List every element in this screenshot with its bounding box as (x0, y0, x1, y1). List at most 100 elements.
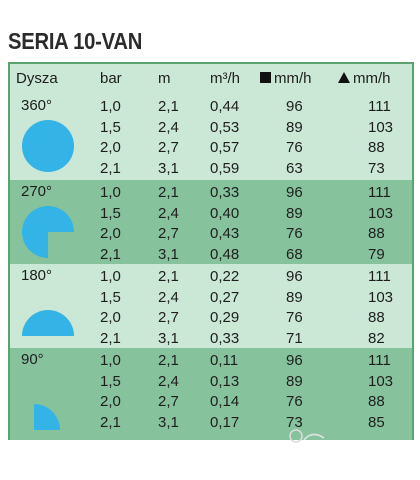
table-row: 2,1 3,1 0,48 68 79 (10, 244, 412, 264)
table-row: 2,1 3,1 0,17 73 85 (10, 412, 412, 432)
radius-cell: 2,7 (158, 139, 179, 156)
flow-cell: 0,48 (210, 245, 240, 263)
table-row: 2,1 3,1 0,59 63 73 (10, 158, 412, 178)
radius-cell: 3,1 (158, 159, 179, 177)
precip-triangle-cell: 111 (368, 352, 391, 369)
precip-triangle-cell: 111 (368, 268, 391, 285)
pressure-cell: 1,0 (100, 184, 121, 201)
pressure-cell: 1,0 (100, 352, 121, 369)
precip-triangle-cell: 73 (368, 159, 385, 177)
nozzle-angle: 180° (21, 267, 53, 284)
radius-cell: 2,1 (158, 184, 179, 201)
flow-cell: 0,29 (210, 309, 240, 326)
full-circle-icon (20, 118, 76, 179)
pressure-cell: 2,1 (100, 413, 121, 431)
table-row: 1,0 2,1 0,22 96 111 (10, 266, 412, 286)
precip-square-cell: 63 (286, 159, 303, 177)
square-icon (260, 72, 271, 83)
pressure-cell: 1,0 (100, 268, 121, 285)
table-row: 2,0 2,7 0,14 76 88 (10, 391, 412, 411)
precip-square-cell: 68 (286, 245, 303, 263)
flow-cell: 0,43 (210, 225, 240, 242)
precip-triangle-cell: 103 (368, 288, 394, 306)
triangle-icon (338, 72, 350, 83)
radius-cell: 2,4 (158, 204, 179, 222)
radius-cell: 3,1 (158, 245, 179, 263)
radius-cell: 2,4 (158, 372, 179, 390)
angle-group: 90° 1,0 2,1 0,11 96 111 1,5 2,4 0,13 89 103 2,0 2,7 0… (10, 348, 412, 440)
pressure-cell: 2,0 (100, 309, 121, 326)
radius-cell: 3,1 (158, 413, 179, 431)
precip-triangle-cell: 88 (368, 225, 385, 242)
table-row: 1,0 2,1 0,44 96 111 (10, 96, 412, 116)
flow-cell: 0,11 (210, 352, 239, 369)
flow-cell: 0,33 (210, 329, 240, 347)
header-flow: m³/h (210, 70, 240, 87)
precip-triangle-cell: 103 (368, 372, 394, 390)
table-row: 1,0 2,1 0,33 96 111 (10, 182, 412, 202)
precip-square-cell: 76 (286, 225, 303, 242)
nozzle-angle: 90° (21, 351, 44, 368)
table-row: 2,0 2,7 0,43 76 88 (10, 223, 412, 243)
header-radius: m (158, 70, 171, 87)
precip-triangle-cell: 111 (368, 184, 391, 201)
precip-triangle-cell: 85 (368, 413, 385, 431)
precip-triangle-cell: 111 (368, 98, 391, 115)
three-quarter-circle-icon (20, 204, 76, 265)
flow-cell: 0,33 (210, 184, 240, 201)
flow-cell: 0,27 (210, 288, 240, 306)
nozzle-angle: 360° (21, 97, 53, 114)
precip-triangle-cell: 88 (368, 309, 385, 326)
precip-square-cell: 89 (286, 372, 303, 390)
nozzle-angle: 270° (21, 183, 53, 200)
header-precip-square: mm/h (260, 70, 312, 87)
radius-cell: 2,1 (158, 98, 179, 115)
table-row: 1,0 2,1 0,11 96 111 (10, 350, 412, 370)
precip-square-cell: 96 (286, 98, 303, 115)
precip-square-cell: 96 (286, 268, 303, 285)
precip-square-cell: 71 (286, 329, 303, 347)
pressure-cell: 2,0 (100, 139, 121, 156)
pressure-cell: 1,5 (100, 288, 121, 306)
table-row: 1,5 2,4 0,40 89 103 (10, 203, 412, 223)
angle-group: 180° 1,0 2,1 0,22 96 111 1,5 2,4 0,27 89 103 2,0 2,7… (10, 264, 412, 348)
half-circle-icon (20, 290, 76, 351)
watermark-icon (289, 429, 325, 443)
table-row: 1,5 2,4 0,13 89 103 (10, 371, 412, 391)
pressure-cell: 1,5 (100, 204, 121, 222)
precip-triangle-cell: 79 (368, 245, 385, 263)
radius-cell: 2,1 (158, 352, 179, 369)
flow-cell: 0,59 (210, 159, 240, 177)
radius-cell: 2,7 (158, 393, 179, 410)
precip-triangle-cell: 88 (368, 139, 385, 156)
flow-cell: 0,13 (210, 372, 240, 390)
spec-table: Dysza bar m m³/h mm/h mm/h 360° 1,0 2,1 0,4… (8, 62, 414, 440)
flow-cell: 0,53 (210, 118, 240, 136)
radius-cell: 2,7 (158, 309, 179, 326)
precip-square-cell: 76 (286, 139, 303, 156)
precip-triangle-cell: 103 (368, 118, 394, 136)
precip-square-cell: 89 (286, 118, 303, 136)
precip-square-cell: 73 (286, 413, 303, 431)
table-row: 1,5 2,4 0,27 89 103 (10, 287, 412, 307)
radius-cell: 2,7 (158, 225, 179, 242)
precip-square-cell: 76 (286, 393, 303, 410)
flow-cell: 0,44 (210, 98, 240, 115)
header-precip-triangle: mm/h (338, 70, 391, 87)
pressure-cell: 2,0 (100, 225, 121, 242)
table-header: Dysza bar m m³/h mm/h mm/h (10, 64, 412, 94)
flow-cell: 0,17 (210, 413, 240, 431)
precip-triangle-cell: 103 (368, 204, 394, 222)
flow-cell: 0,57 (210, 139, 240, 156)
pressure-cell: 2,1 (100, 245, 121, 263)
flow-cell: 0,22 (210, 268, 240, 285)
pressure-cell: 1,0 (100, 98, 121, 115)
precip-triangle-cell: 88 (368, 393, 385, 410)
angle-group: 360° 1,0 2,1 0,44 96 111 1,5 2,4 0,53 89 103 2,0 2,7… (10, 94, 412, 180)
table-row: 2,1 3,1 0,33 71 82 (10, 328, 412, 348)
pressure-cell: 2,1 (100, 329, 121, 347)
flow-cell: 0,40 (210, 204, 240, 222)
pressure-cell: 1,5 (100, 118, 121, 136)
pressure-cell: 2,1 (100, 159, 121, 177)
precip-square-cell: 76 (286, 309, 303, 326)
